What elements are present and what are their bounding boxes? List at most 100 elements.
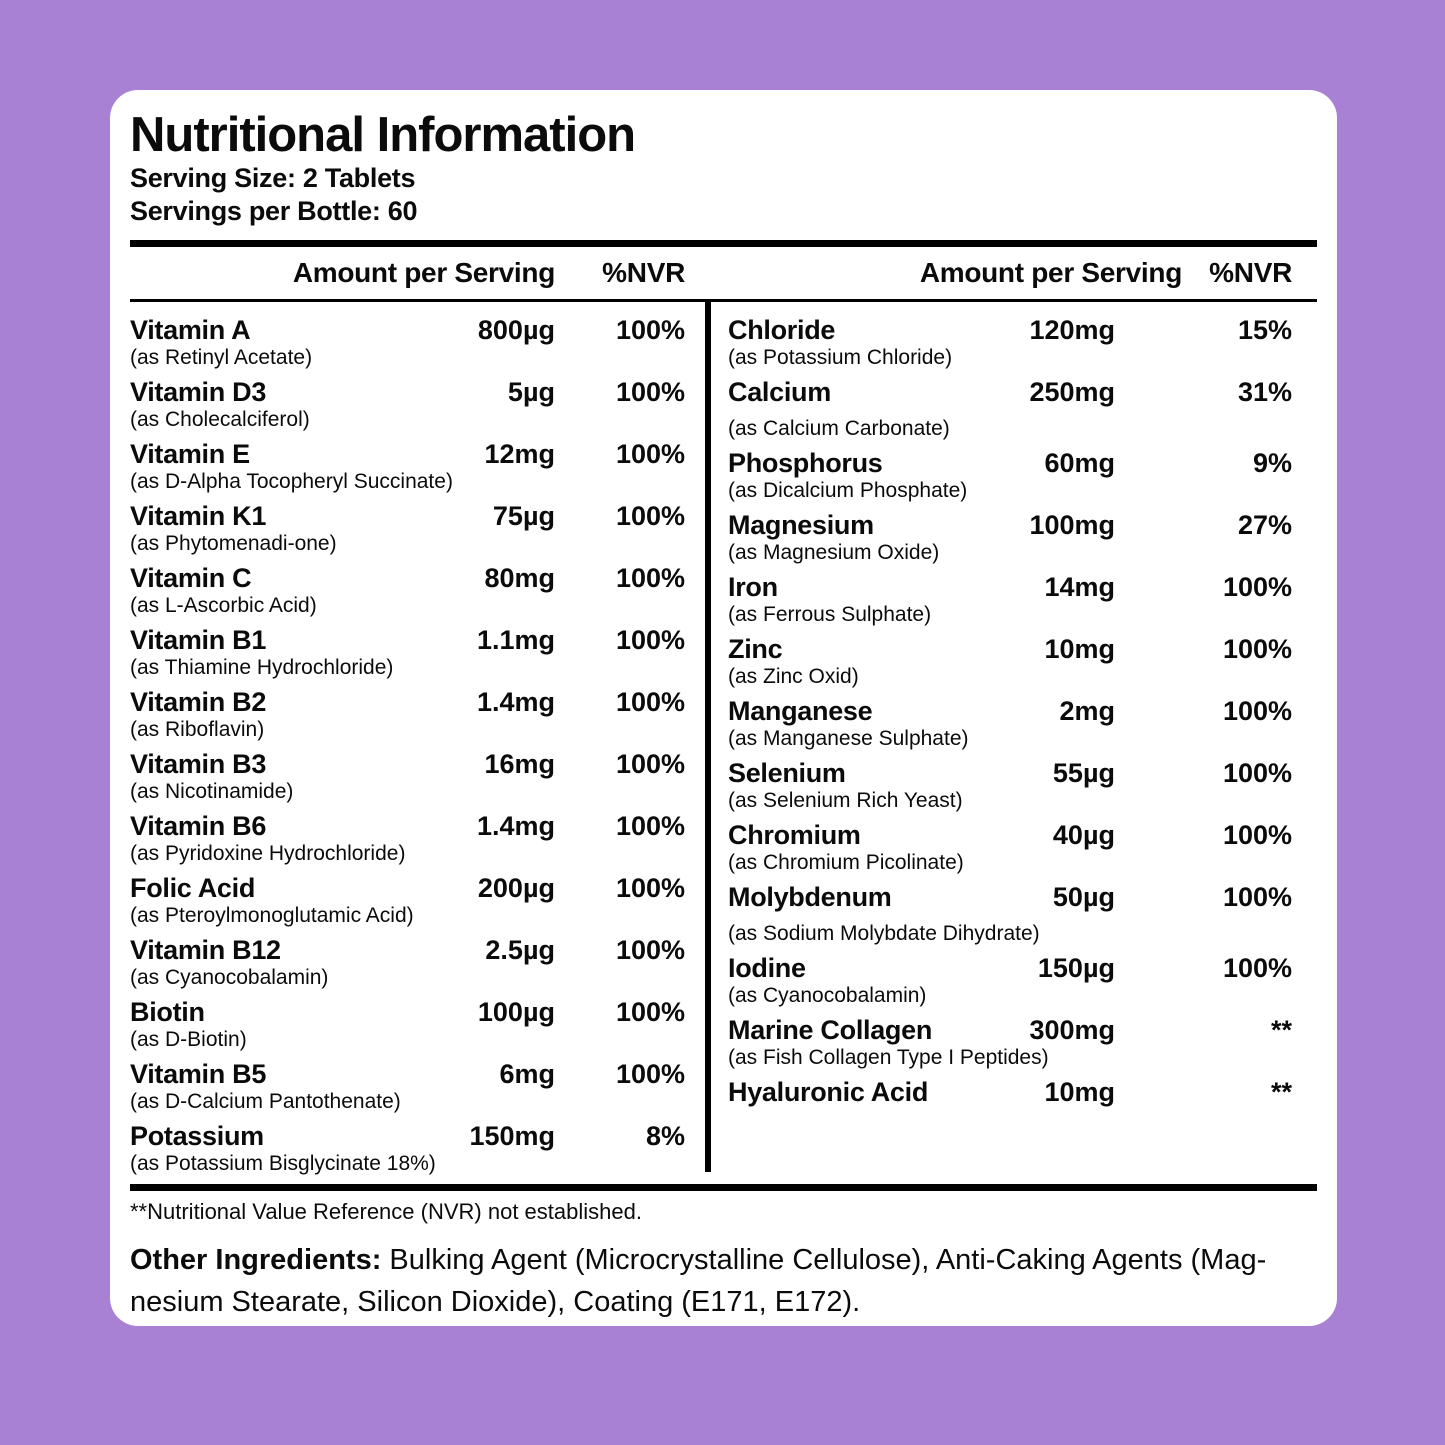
nutrient-amount: 100mg [1029,510,1115,540]
nutrient-source: (as Cyanocobalamin) [728,984,927,1007]
nutrient-nvr: 8% [645,1121,685,1151]
nutrient-source: (as Potassium Chloride) [728,346,953,369]
nutrient-name: Phosphorus [728,448,883,478]
nutrient-row: Magnesium 100mg 27% (as Magnesium Oxide) [728,509,1292,571]
nutrient-nvr: 100% [615,687,685,717]
column-divider [705,302,711,1172]
nutrient-nvr: 100% [1222,882,1292,912]
nutrient-row: Chromium 40µg 100% (as Chromium Picolina… [728,819,1292,881]
other-ingredients: Other Ingredients: Bulking Agent (Microc… [130,1239,1317,1323]
nutrient-amount: 2.5µg [485,935,555,965]
nutrient-nvr: 100% [615,315,685,345]
nutrient-name: Vitamin A [130,315,251,345]
nutrient-name: Calcium [728,377,831,407]
nutrient-row: Vitamin B12 2.5µg 100% (as Cyanocobalami… [130,934,685,996]
nutrient-name: Chloride [728,315,836,345]
nutrient-row: Phosphorus 60mg 9% (as Dicalcium Phospha… [728,447,1292,509]
nutrient-source: (as Manganese Sulphate) [728,727,969,750]
nutrient-name: Magnesium [728,510,874,540]
nutrient-nvr: 27% [1237,510,1292,540]
nutrient-row: Chloride 120mg 15% (as Potassium Chlorid… [728,314,1292,376]
nutrient-name: Selenium [728,758,846,788]
nutrient-source: (as Ferrous Sulphate) [728,603,932,626]
top-thick-rule [130,240,1317,247]
nutrient-source: (as Calcium Carbonate) [728,417,950,440]
nvr-footnote: **Nutritional Value Reference (NVR) not … [130,1199,642,1224]
nutrient-amount: 1.4mg [476,811,555,841]
nutrient-source: (as Zinc Oxid) [728,665,859,688]
column-header-amount-left: Amount per Serving [292,257,555,288]
nutrient-row: Vitamin D3 5µg 100% (as Cholecalciferol) [130,376,685,438]
nutrient-amount: 55µg [1052,758,1115,788]
nutrient-amount: 200µg [477,873,555,903]
nutrient-row: Iodine 150µg 100% (as Cyanocobalamin) [728,952,1292,1014]
nutrient-name: Vitamin C [130,563,252,593]
nutrient-nvr: 100% [615,873,685,903]
nutrient-name: Folic Acid [130,873,256,903]
nutrient-nvr: 100% [615,501,685,531]
nutrient-source: (as Cyanocobalamin) [130,966,329,989]
nutrient-name: Vitamin B5 [130,1059,267,1089]
page-title: Nutritional Information [130,108,636,162]
nutrient-source: (as Potassium Bisglycinate 18%) [130,1152,436,1175]
nutrient-source: (as Pyridoxine Hydrochloride) [130,842,406,865]
nutrient-nvr: 100% [615,811,685,841]
nutrient-source: (as Selenium Rich Yeast) [728,789,963,812]
nutrient-source: (as Dicalcium Phosphate) [728,479,968,502]
table-header-left: Amount per Serving %NVR [130,253,705,293]
nutrient-nvr: 100% [1222,758,1292,788]
nutrient-nvr: 100% [615,563,685,593]
bottom-thick-rule [130,1184,1317,1191]
nutrient-amount: 60mg [1044,448,1115,478]
nutrient-amount: 10mg [1044,634,1115,664]
nutrient-amount: 50µg [1052,882,1115,912]
column-header-nvr-right: %NVR [1209,257,1292,288]
nutrient-row: Vitamin C 80mg 100% (as L-Ascorbic Acid) [130,562,685,624]
nutrient-amount: 120mg [1029,315,1115,345]
nutrient-name: Zinc [728,634,783,664]
nutrient-source: (as Pteroylmonoglutamic Acid) [130,904,414,927]
nutrient-name: Vitamin B2 [130,687,267,717]
nutrient-nvr: ** [1270,1077,1292,1107]
nutrient-source: (as D-Biotin) [130,1028,247,1051]
nutrient-source: (as Retinyl Acetate) [130,346,313,369]
nutrient-nvr: 100% [615,935,685,965]
nutrient-row: Zinc 10mg 100% (as Zinc Oxid) [728,633,1292,695]
nutrient-nvr: 100% [615,749,685,779]
nutrient-name: Manganese [728,696,873,726]
nutrient-row: Vitamin B3 16mg 100% (as Nicotinamide) [130,748,685,810]
nutrient-name: Vitamin D3 [130,377,267,407]
nutrient-source: (as D-Calcium Pantothenate) [130,1090,401,1113]
nutrient-name: Biotin [130,997,205,1027]
nutrient-nvr: 15% [1237,315,1292,345]
column-header-amount-right: Amount per Serving [919,257,1182,288]
nutrient-row: Vitamin K1 75µg 100% (as Phytomenadi-one… [130,500,685,562]
nutrient-row: Potassium 150mg 8% (as Potassium Bisglyc… [130,1120,685,1182]
nutrient-row: Iron 14mg 100% (as Ferrous Sulphate) [728,571,1292,633]
nutrient-amount: 75µg [492,501,555,531]
nutrient-source: (as Fish Collagen Type I Peptides) [728,1046,1049,1069]
nutrient-name: Vitamin B12 [130,935,281,965]
nutrient-nvr: 100% [1222,953,1292,983]
nutrient-amount: 80mg [484,563,555,593]
nutrient-row: Vitamin E 12mg 100% (as D-Alpha Tocopher… [130,438,685,500]
nutrient-row: Vitamin B5 6mg 100% (as D-Calcium Pantot… [130,1058,685,1120]
nutrients-column-right: Chloride 120mg 15% (as Potassium Chlorid… [711,302,1317,1182]
nutrients-column-left: Vitamin A 800µg 100% (as Retinyl Acetate… [130,302,705,1182]
other-ingredients-label: Other Ingredients: [130,1244,382,1276]
nutrient-row: Calcium 250mg 31% (as Calcium Carbonate) [728,376,1292,447]
nutrient-name: Hyaluronic Acid [728,1077,929,1107]
nutrient-name: Vitamin B3 [130,749,267,779]
nutrient-nvr: 100% [615,439,685,469]
nutrient-row: Biotin 100µg 100% (as D-Biotin) [130,996,685,1058]
nutrient-amount: 5µg [507,377,555,407]
servings-per-bottle-text: Servings per Bottle: 60 [130,196,418,226]
nutrient-name: Vitamin B6 [130,811,267,841]
other-ingredients-line2: nesium Stearate, Silicon Dioxide), Coati… [130,1286,861,1318]
nutrient-source: (as Sodium Molybdate Dihydrate) [728,922,1040,945]
header-thin-rule [130,299,1317,302]
nutrient-nvr: 100% [1222,634,1292,664]
nutrient-source: (as D-Alpha Tocopheryl Succinate) [130,470,453,493]
nutrient-amount: 1.4mg [476,687,555,717]
table-header-right: Amount per Serving %NVR [711,253,1317,293]
